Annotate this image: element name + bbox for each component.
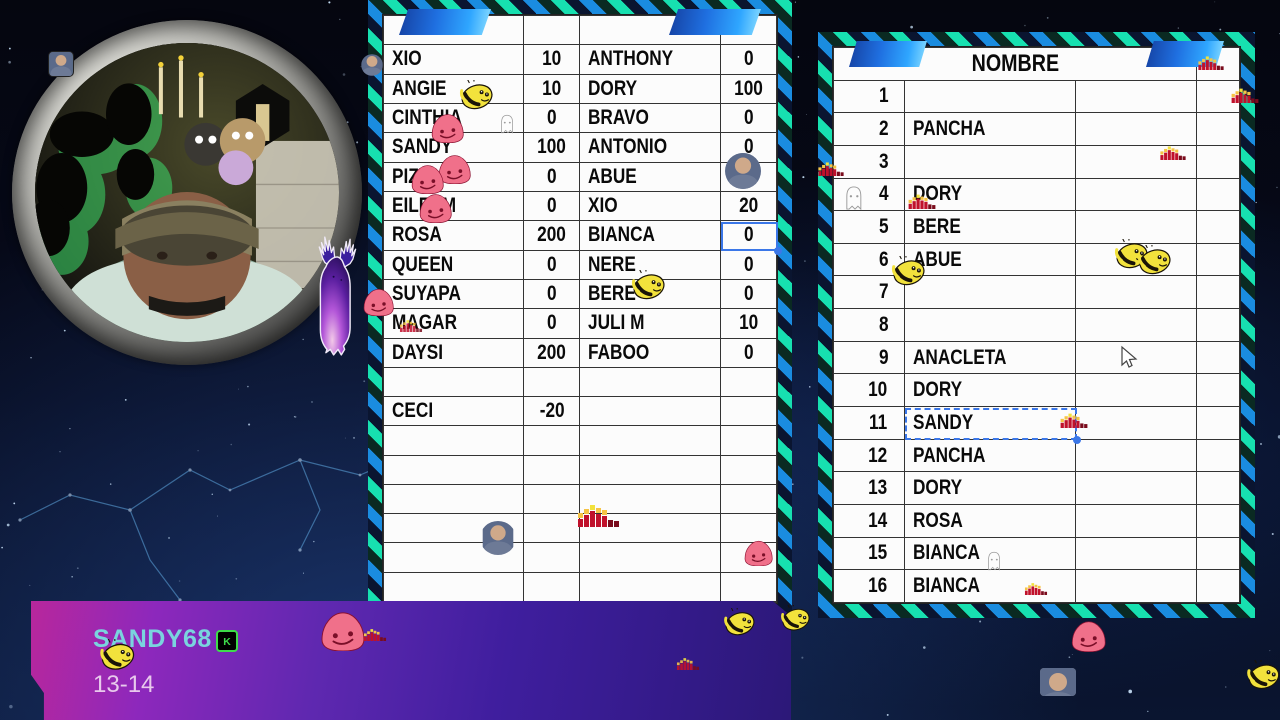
svg-text:K: K (223, 636, 231, 648)
